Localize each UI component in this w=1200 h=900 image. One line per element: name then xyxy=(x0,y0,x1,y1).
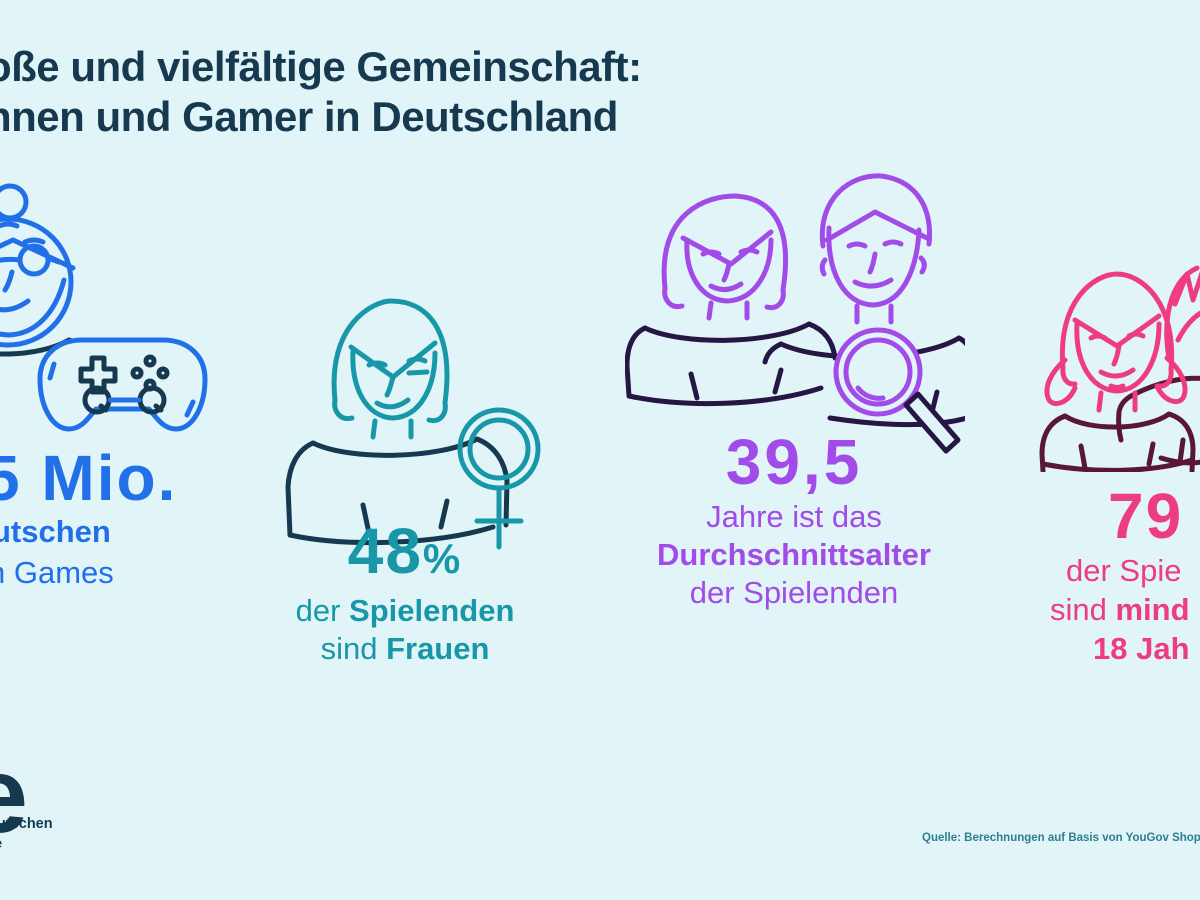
stat-adult-share-line2: sind mind xyxy=(1050,592,1190,627)
stat-average-age-value: 39,5 xyxy=(725,426,863,498)
kids-icon xyxy=(1039,265,1200,472)
percent-sign: % xyxy=(422,535,463,582)
game-logo-subline2: e xyxy=(0,836,2,852)
stat-average-age-line1: Jahre ist das xyxy=(706,499,882,534)
stat-millions-value: 5 Mio. xyxy=(0,442,178,514)
stat-women-share: 48% der Spielenden sind Frauen xyxy=(240,518,570,668)
stat-women-share-line1: der Spielenden xyxy=(295,593,515,628)
title-line1: oße und vielfältige Gemeinschaft: xyxy=(0,43,642,90)
stat-average-age: 39,5 Jahre ist das Durchschnittsalter de… xyxy=(626,426,962,612)
title-line2: nnen und Gamer in Deutschland xyxy=(0,93,618,140)
grandma-with-gamepad-icon xyxy=(0,183,208,432)
game-logo: e xyxy=(0,735,28,855)
source-note: Quelle: Berechnungen auf Basis von YouGo… xyxy=(922,832,1200,844)
stat-adult-share-line1: der Spie xyxy=(1066,553,1182,588)
page-title: oße und vielfältige Gemeinschaft: nnen u… xyxy=(0,42,642,142)
stat-millions-line2: n Games xyxy=(0,555,114,590)
couple-with-magnifier-icon xyxy=(625,173,965,454)
stat-average-age-line3: der Spielenden xyxy=(689,575,899,610)
stat-adult-share-value: 79 xyxy=(1108,480,1184,552)
stat-average-age-line2: Durchschnittsalter xyxy=(657,537,931,572)
stat-women-share-line2: sind Frauen xyxy=(320,631,490,666)
game-logo-subline1: utschen xyxy=(0,816,53,832)
stat-women-share-value: 48% xyxy=(347,515,463,587)
woman-with-female-symbol-icon xyxy=(285,298,541,550)
stat-millions-line1: utschen xyxy=(0,514,111,549)
stat-adult-share-line3: 18 Jah xyxy=(1093,631,1190,666)
